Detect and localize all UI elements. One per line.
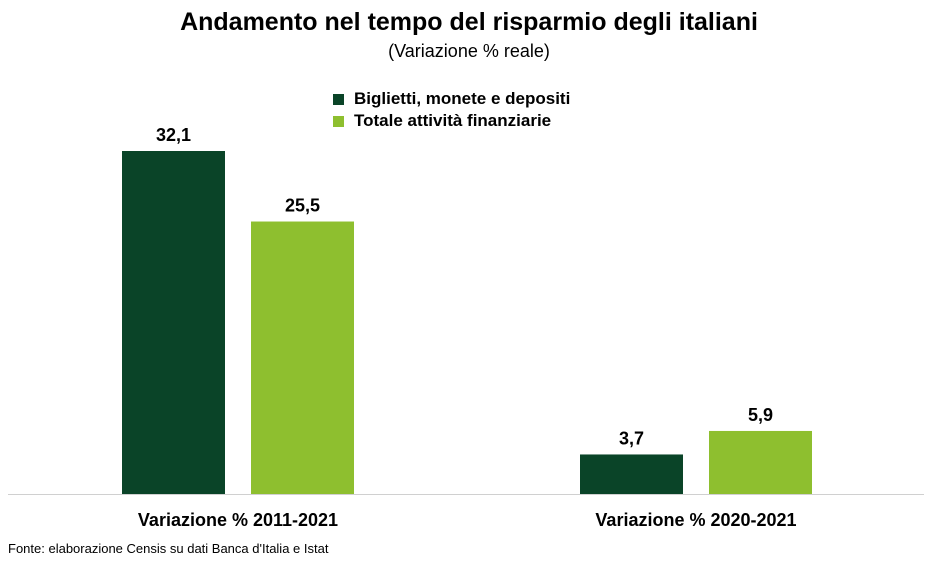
legend-item-series-2: Totale attività finanziarie bbox=[333, 110, 570, 132]
data-label-series-1-1: 32,1 bbox=[156, 125, 191, 145]
legend-label-series-2: Totale attività finanziarie bbox=[354, 111, 552, 130]
legend: Biglietti, monete e depositi Totale atti… bbox=[333, 88, 570, 132]
source-note: Fonte: elaborazione Censis su dati Banca… bbox=[8, 541, 329, 556]
x-tick-label-1: Variazione % 2011-2021 bbox=[138, 510, 338, 530]
legend-item-series-1: Biglietti, monete e depositi bbox=[333, 88, 570, 110]
x-tick-label-2: Variazione % 2020-2021 bbox=[595, 510, 796, 530]
bar-series-2-1 bbox=[251, 221, 354, 494]
legend-label-series-1: Biglietti, monete e depositi bbox=[354, 89, 571, 108]
bar-series-1-2 bbox=[580, 454, 683, 494]
bar-series-2-2 bbox=[709, 430, 812, 494]
legend-swatch-series-2 bbox=[333, 115, 344, 127]
bar-series-1-1 bbox=[122, 151, 225, 494]
chart-title: Andamento nel tempo del risparmio degli … bbox=[180, 8, 758, 36]
legend-swatch-series-1 bbox=[333, 93, 344, 105]
data-label-series-2-2: 5,9 bbox=[748, 405, 773, 425]
data-label-series-1-2: 3,7 bbox=[619, 428, 644, 448]
chart-subtitle: (Variazione % reale) bbox=[388, 41, 550, 61]
data-label-series-2-1: 25,5 bbox=[285, 196, 320, 216]
